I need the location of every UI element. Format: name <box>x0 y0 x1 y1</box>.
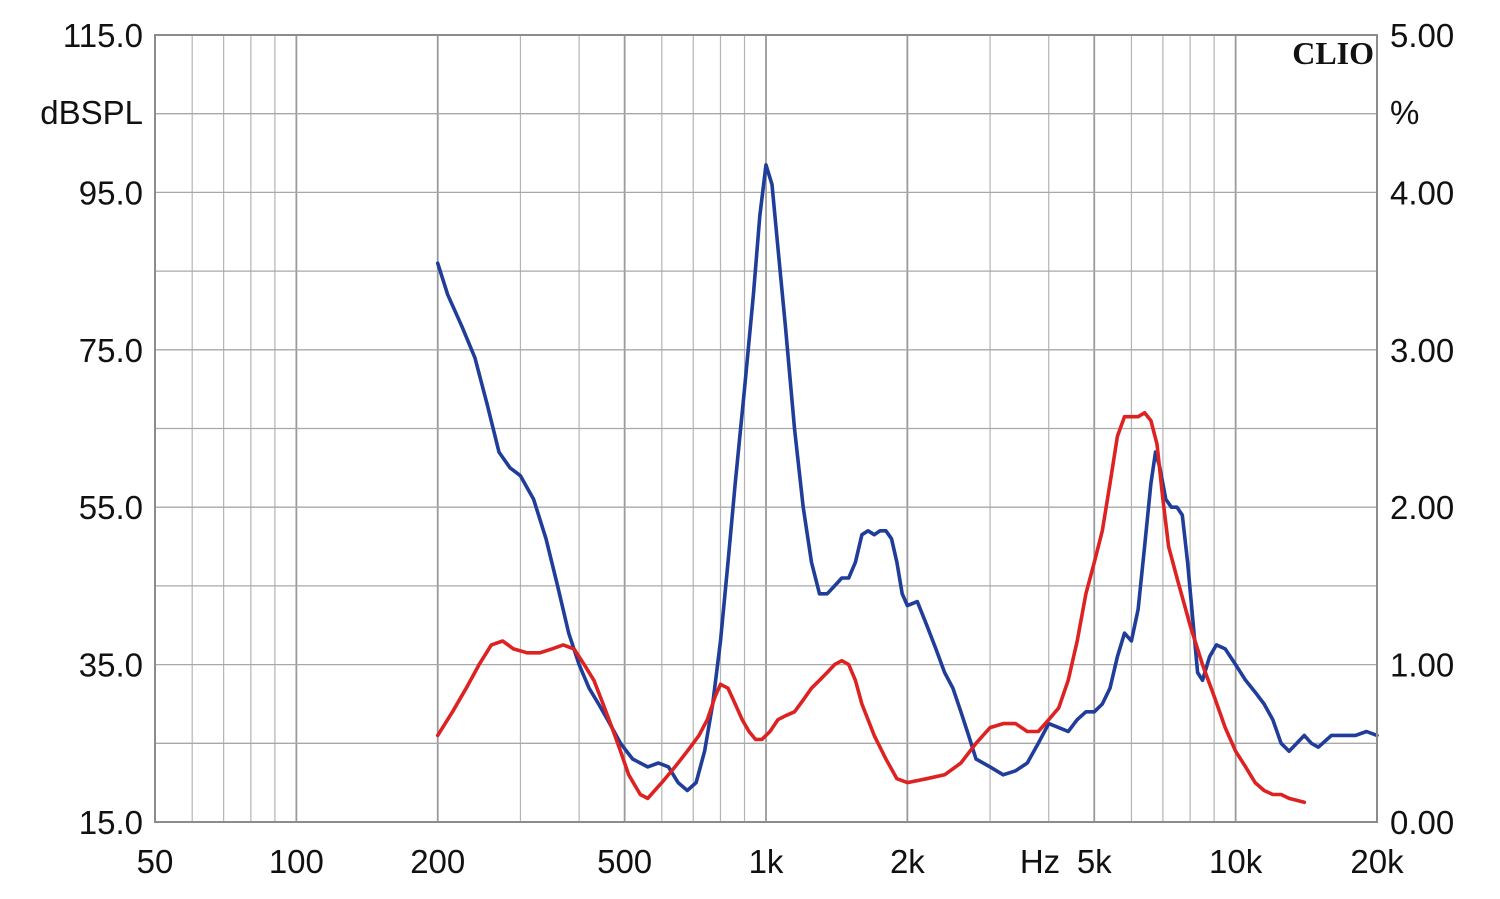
x-tick-label: 2k <box>890 843 925 880</box>
x-tick-label: 500 <box>597 843 652 880</box>
y-left-tick-label: 75.0 <box>79 332 143 369</box>
y-right-tick-label: 2.00 <box>1390 489 1454 526</box>
y-right-tick-label: 5.00 <box>1390 17 1454 54</box>
y-left-tick-label: 35.0 <box>79 647 143 684</box>
x-tick-label: 1k <box>749 843 784 880</box>
brand-backdrop <box>1277 37 1375 71</box>
y-right-axis-label: % <box>1390 94 1419 131</box>
x-tick-label: 10k <box>1209 843 1263 880</box>
x-tick-label: 20k <box>1350 843 1404 880</box>
y-right-tick-label: 1.00 <box>1390 647 1454 684</box>
y-left-tick-label: 115.0 <box>63 17 143 54</box>
plot-frame <box>154 34 1378 823</box>
grid-major-lines <box>155 35 1377 822</box>
x-axis-label: Hz <box>1020 843 1060 880</box>
series-line-1 <box>435 163 1379 793</box>
y-right-axis-tick-labels: 0.00 1.00 2.00 3.00 4.00 5.00 <box>1390 17 1454 841</box>
x-tick-label: 200 <box>410 843 465 880</box>
series-layer <box>435 163 1379 805</box>
x-tick-label: 50 <box>137 843 174 880</box>
y-left-axis-label: dBSPL <box>40 94 143 131</box>
y-right-tick-label: 0.00 <box>1390 804 1454 841</box>
y-left-tick-label: 95.0 <box>79 174 143 211</box>
y-left-axis-tick-labels: 15.0 35.0 55.0 75.0 95.0 115.0 <box>63 17 143 841</box>
y-right-tick-label: 3.00 <box>1390 332 1454 369</box>
x-tick-label: 100 <box>269 843 324 880</box>
x-tick-label: 5k <box>1077 843 1112 880</box>
x-axis-tick-labels: 50 100 200 500 1k 2k 5k 10k 20k <box>137 843 1404 880</box>
clio-brand-logo: CLIO <box>1292 35 1374 71</box>
series-line-2 <box>435 410 1307 805</box>
y-left-tick-label: 15.0 <box>79 804 143 841</box>
y-right-tick-label: 4.00 <box>1390 174 1454 211</box>
y-left-tick-label: 55.0 <box>79 489 143 526</box>
